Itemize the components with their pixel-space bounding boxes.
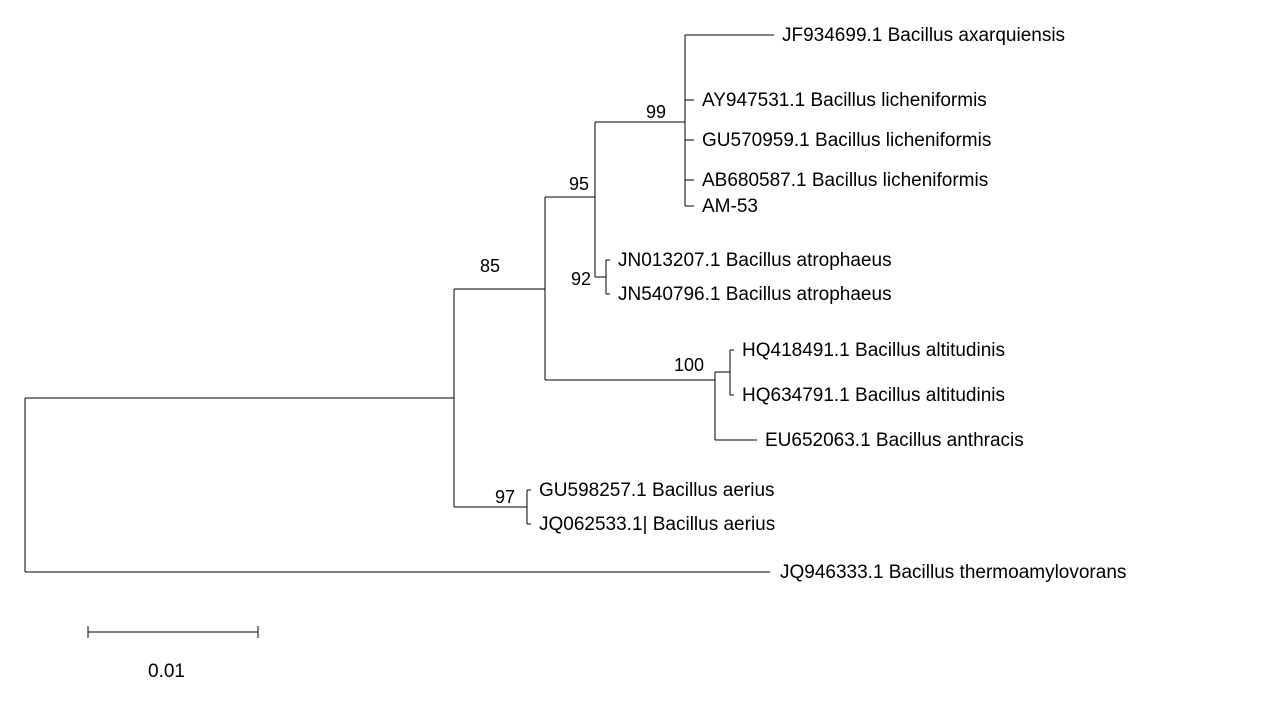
taxon-label: GU570959.1 Bacillus licheniformis <box>702 130 991 151</box>
taxon-label: AB680587.1 Bacillus licheniformis <box>702 170 988 191</box>
taxon-label: JN540796.1 Bacillus atrophaeus <box>618 284 892 305</box>
taxon-label: HQ418491.1 Bacillus altitudinis <box>742 340 1005 361</box>
taxon-label: HQ634791.1 Bacillus altitudinis <box>742 385 1005 406</box>
taxon-label: AY947531.1 Bacillus licheniformis <box>702 90 987 111</box>
taxon-labels: JF934699.1 Bacillus axarquiensis AY947531… <box>539 25 1126 583</box>
taxon-label: GU598257.1 Bacillus aerius <box>539 480 775 501</box>
bootstrap-value: 97 <box>495 487 515 507</box>
scale-bar-label: 0.01 <box>148 661 185 682</box>
bootstrap-value: 99 <box>646 102 666 122</box>
bootstrap-value: 100 <box>674 355 704 375</box>
taxon-label: JQ062533.1| Bacillus aerius <box>539 514 775 535</box>
taxon-label: AM-53 <box>702 196 758 217</box>
phylogenetic-tree: JF934699.1 Bacillus axarquiensis AY947531… <box>0 0 1276 720</box>
bootstrap-value: 85 <box>480 256 500 276</box>
taxon-label: EU652063.1 Bacillus anthracis <box>765 430 1024 451</box>
taxon-label: JN013207.1 Bacillus atrophaeus <box>618 250 892 271</box>
scale-bar: 0.01 <box>88 626 258 682</box>
taxon-label: JF934699.1 Bacillus axarquiensis <box>782 25 1065 46</box>
bootstrap-value: 92 <box>571 269 591 289</box>
taxon-label: JQ946333.1 Bacillus thermoamylovorans <box>780 562 1126 583</box>
bootstrap-value: 95 <box>569 174 589 194</box>
